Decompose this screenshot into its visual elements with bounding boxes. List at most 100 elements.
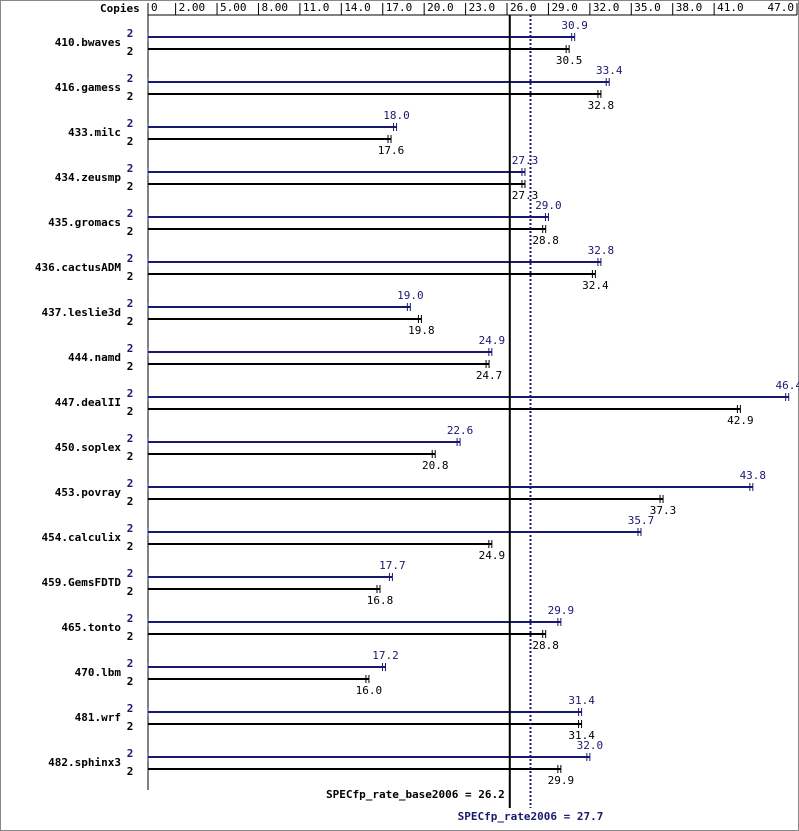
value-label: 42.9 xyxy=(727,414,754,427)
copies-label: 2 xyxy=(127,162,134,175)
copies-label: 2 xyxy=(127,765,134,778)
category-label: 453.povray xyxy=(55,486,122,499)
copies-label: 2 xyxy=(127,720,134,733)
category-label: 481.wrf xyxy=(75,711,121,724)
copies-label: 2 xyxy=(127,450,134,463)
x-tick-label: 11.0 xyxy=(303,1,330,14)
copies-label: 2 xyxy=(127,315,134,328)
value-label: 32.4 xyxy=(582,279,609,292)
value-label: 29.0 xyxy=(535,199,562,212)
value-label: 32.8 xyxy=(588,244,615,257)
reference-label: SPECfp_rate2006 = 27.7 xyxy=(458,810,604,823)
x-tick-label: 35.0 xyxy=(634,1,661,14)
value-label: 17.7 xyxy=(379,559,406,572)
value-label: 27.3 xyxy=(512,154,539,167)
value-label: 30.5 xyxy=(556,54,583,67)
value-label: 32.0 xyxy=(577,739,604,752)
copies-label: 2 xyxy=(127,612,134,625)
value-label: 31.4 xyxy=(568,694,595,707)
copies-label: 2 xyxy=(127,675,134,688)
copies-label: 2 xyxy=(127,747,134,760)
x-tick-label: 47.0 xyxy=(768,1,795,14)
value-label: 30.9 xyxy=(561,19,588,32)
value-label: 17.6 xyxy=(378,144,405,157)
x-tick-label: 20.0 xyxy=(427,1,454,14)
x-tick-label: 29.0 xyxy=(551,1,578,14)
x-tick-label: 5.00 xyxy=(220,1,247,14)
copies-label: 2 xyxy=(127,540,134,553)
value-label: 35.7 xyxy=(628,514,655,527)
value-label: 24.7 xyxy=(476,369,503,382)
value-label: 31.4 xyxy=(568,729,595,742)
category-label: 459.GemsFDTD xyxy=(42,576,122,589)
copies-label: 2 xyxy=(127,495,134,508)
copies-label: 2 xyxy=(127,297,134,310)
copies-label: 2 xyxy=(127,522,134,535)
value-label: 43.8 xyxy=(740,469,767,482)
category-label: 444.namd xyxy=(68,351,121,364)
value-label: 37.3 xyxy=(650,504,677,517)
x-tick-label: 17.0 xyxy=(386,1,413,14)
value-label: 22.6 xyxy=(447,424,474,437)
copies-label: 2 xyxy=(127,405,134,418)
x-tick-label: 41.0 xyxy=(717,1,744,14)
copies-label: 2 xyxy=(127,585,134,598)
value-label: 18.0 xyxy=(383,109,410,122)
copies-label: 2 xyxy=(127,72,134,85)
value-label: 29.9 xyxy=(548,774,575,787)
copies-label: 2 xyxy=(127,342,134,355)
value-label: 17.2 xyxy=(372,649,399,662)
copies-label: 2 xyxy=(127,180,134,193)
category-label: 482.sphinx3 xyxy=(48,756,121,769)
category-label: 433.milc xyxy=(68,126,121,139)
category-label: 410.bwaves xyxy=(55,36,121,49)
copies-label: 2 xyxy=(127,270,134,283)
copies-label: 2 xyxy=(127,27,134,40)
value-label: 19.0 xyxy=(397,289,424,302)
x-tick-label: 32.0 xyxy=(593,1,620,14)
copies-label: 2 xyxy=(127,45,134,58)
copies-label: 2 xyxy=(127,567,134,580)
category-label: 436.cactusADM xyxy=(35,261,121,274)
value-label: 28.8 xyxy=(532,234,559,247)
value-label: 19.8 xyxy=(408,324,435,337)
copies-label: 2 xyxy=(127,630,134,643)
category-label: 435.gromacs xyxy=(48,216,121,229)
reference-label: SPECfp_rate_base2006 = 26.2 xyxy=(326,788,505,801)
copies-label: 2 xyxy=(127,360,134,373)
x-tick-label: 0 xyxy=(151,1,158,14)
x-tick-label: 38.0 xyxy=(676,1,703,14)
x-tick-label: 8.00 xyxy=(261,1,288,14)
x-tick-label: 26.0 xyxy=(510,1,536,14)
x-tick-label: 23.0 xyxy=(469,1,496,14)
copies-label: 2 xyxy=(127,90,134,103)
category-label: 454.calculix xyxy=(42,531,122,544)
value-label: 16.0 xyxy=(356,684,383,697)
copies-label: 2 xyxy=(127,117,134,130)
value-label: 16.8 xyxy=(367,594,394,607)
category-label: 416.gamess xyxy=(55,81,121,94)
copies-label: 2 xyxy=(127,702,134,715)
value-label: 24.9 xyxy=(479,549,506,562)
category-label: 447.dealII xyxy=(55,396,121,409)
value-label: 46.4 xyxy=(775,379,799,392)
copies-label: 2 xyxy=(127,477,134,490)
copies-label: 2 xyxy=(127,225,134,238)
value-label: 29.9 xyxy=(548,604,575,617)
copies-label: 2 xyxy=(127,207,134,220)
copies-label: 2 xyxy=(127,432,134,445)
value-label: 32.8 xyxy=(588,99,615,112)
copies-label: 2 xyxy=(127,252,134,265)
value-label: 24.9 xyxy=(479,334,506,347)
x-tick-label: 2.00 xyxy=(179,1,206,14)
value-label: 27.3 xyxy=(512,189,539,202)
category-label: 434.zeusmp xyxy=(55,171,122,184)
copies-label: 2 xyxy=(127,657,134,670)
copies-header: Copies xyxy=(100,2,140,15)
copies-label: 2 xyxy=(127,135,134,148)
category-label: 450.soplex xyxy=(55,441,122,454)
category-label: 465.tonto xyxy=(61,621,121,634)
category-label: 437.leslie3d xyxy=(42,306,121,319)
category-label: 470.lbm xyxy=(75,666,122,679)
